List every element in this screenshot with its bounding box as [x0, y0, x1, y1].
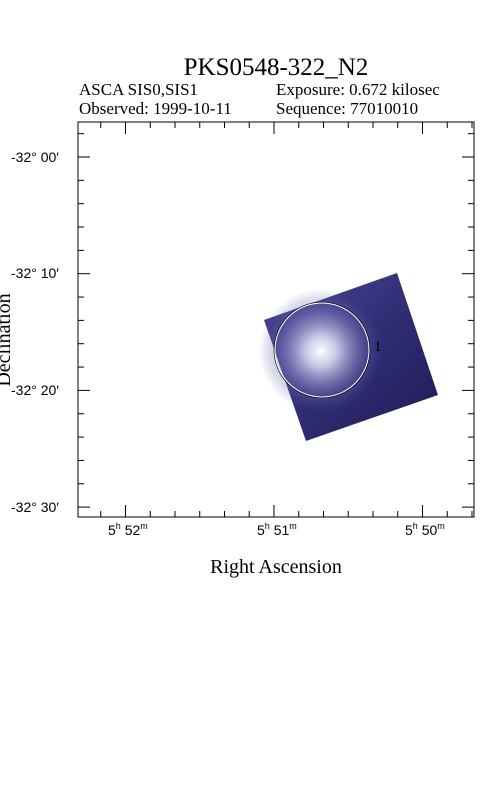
plot-frame	[77, 121, 475, 518]
x-tick-label: 5h 50m	[405, 521, 445, 538]
observed-date-text: Observed: 1999-10-11	[79, 99, 232, 118]
y-axis-label: Declination	[0, 293, 15, 387]
plot-title: PKS0548-322_N2	[183, 54, 369, 81]
svg-text:5h 52m: 5h 52m	[108, 521, 148, 538]
x-axis-label: Right Ascension	[210, 556, 342, 578]
y-tick-label: -32° 20′	[11, 382, 59, 398]
svg-text:5h 50m: 5h 50m	[405, 521, 445, 538]
source-region-outline	[273, 301, 371, 399]
exposure-text: Exposure: 0.672 kilosec	[276, 80, 440, 99]
source-glow	[259, 289, 383, 413]
x-tick-label: 5h 51m	[257, 521, 297, 538]
y-tick-label: -32° 30′	[11, 499, 59, 515]
y-tick-label: -32° 10′	[11, 265, 59, 281]
axis-ticks	[78, 122, 474, 517]
source-region-circle	[274, 302, 370, 398]
svg-text:5h 51m: 5h 51m	[257, 521, 297, 538]
instrument-text: ASCA SIS0,SIS1	[79, 80, 199, 99]
x-tick-label: 5h 52m	[108, 521, 148, 538]
sequence-text: Sequence: 77010010	[276, 99, 419, 118]
source-label: 1	[374, 339, 382, 355]
y-tick-label: -32° 00′	[11, 149, 59, 165]
